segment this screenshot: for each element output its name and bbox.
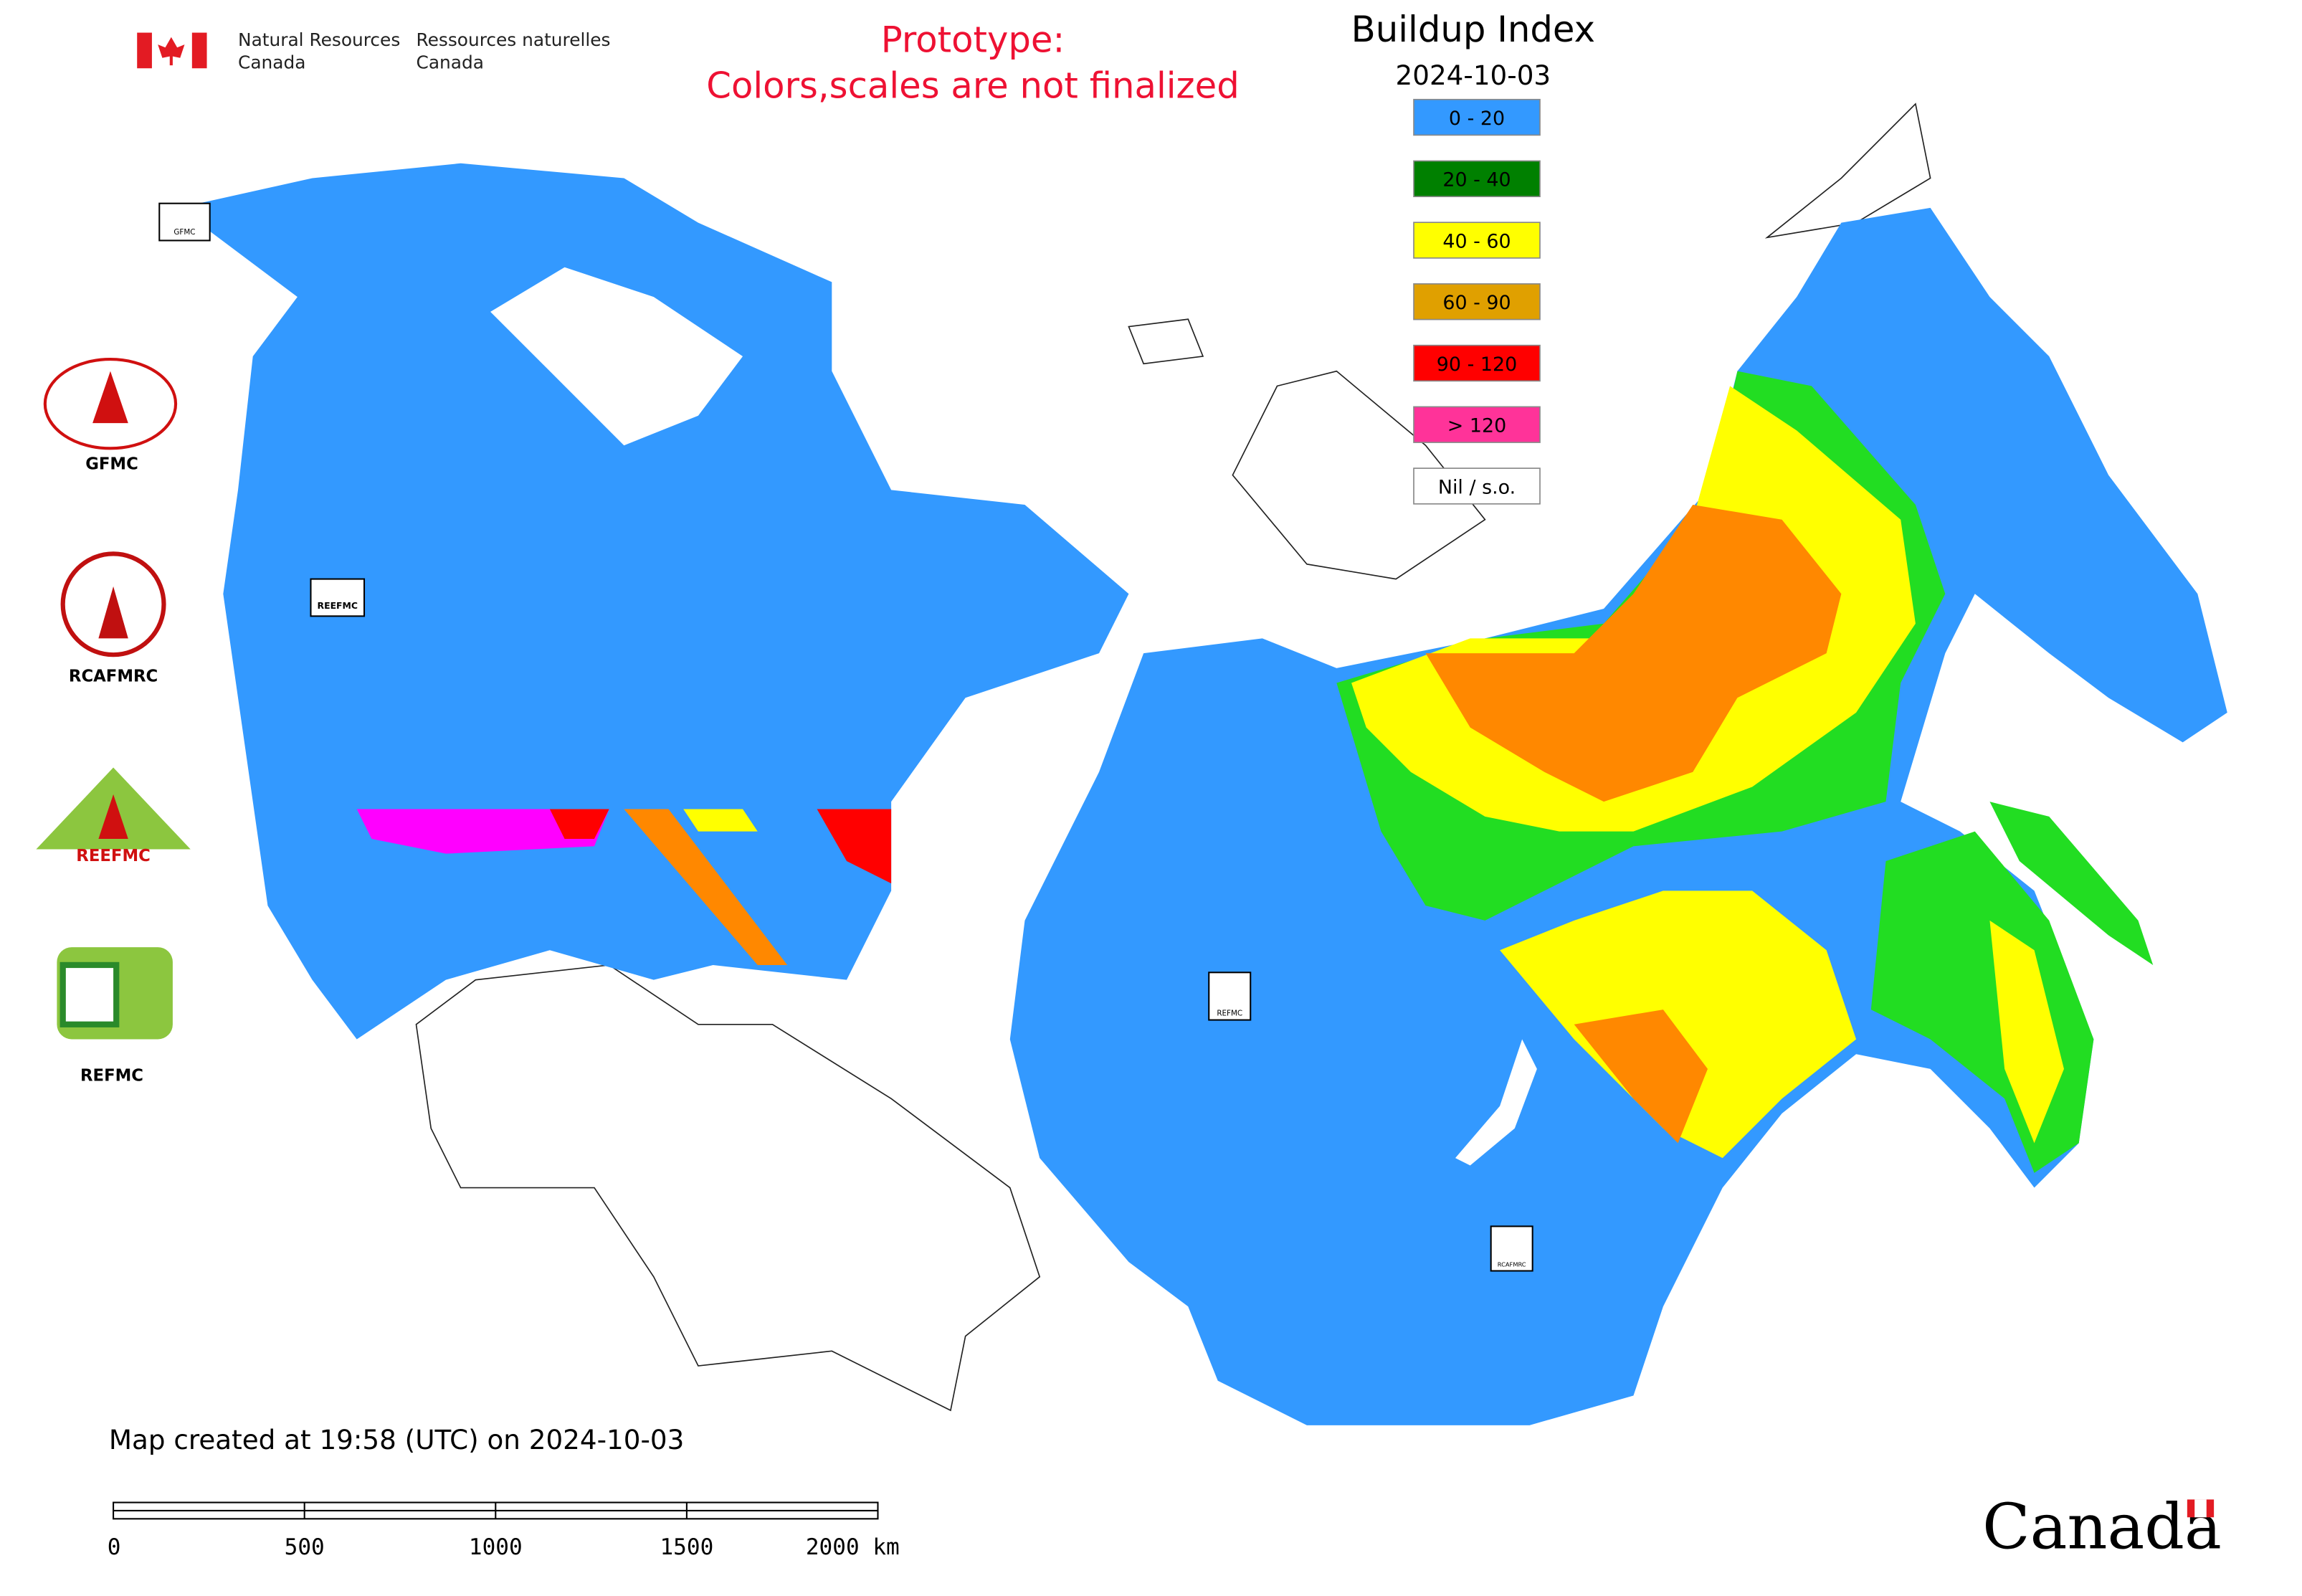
- agency-fr: Ressources naturelles: [417, 29, 611, 50]
- scale-bar: 0 500 1000 1500 2000 km: [108, 1501, 900, 1560]
- logo-flame: [98, 794, 128, 839]
- prototype-note: Prototype:: [881, 19, 1065, 60]
- scale-bar-label: 0: [108, 1534, 121, 1560]
- map-band: [624, 809, 788, 965]
- flag-bar: [191, 32, 207, 69]
- map-logo-label: RCAFMRC: [1498, 1260, 1526, 1268]
- map-region-orange: [1574, 1010, 1708, 1144]
- prototype-note: Colors,scales are not finalized: [706, 65, 1239, 107]
- logo-flame: [98, 586, 128, 639]
- logo-label: REEFMC: [76, 847, 151, 865]
- legend-label: > 120: [1447, 415, 1506, 437]
- map-region-green: [1989, 802, 2154, 965]
- map-region-orange: [1425, 505, 1842, 802]
- legend-label: Nil / s.o.: [1438, 476, 1516, 498]
- legend-swatch: [1413, 160, 1541, 197]
- logo-label: REFMC: [80, 1066, 143, 1085]
- legend-swatch: [1413, 467, 1541, 505]
- map-region-yellow: [1989, 920, 2064, 1144]
- wordmark-flag: [2194, 1499, 2207, 1518]
- agency-en: Canada: [238, 52, 305, 72]
- legend-swatch: [1413, 222, 1541, 259]
- map-band: [817, 809, 892, 884]
- map-lake: [1455, 1039, 1537, 1166]
- legend-swatch: [1413, 344, 1541, 382]
- wordmark: Canada: [1982, 1491, 2222, 1564]
- map-region-yellow: [1500, 890, 1857, 1159]
- map-region-white: [490, 267, 743, 446]
- logo-gfmc: [43, 358, 178, 450]
- map-logo: [310, 578, 366, 617]
- agency-fr: Canada: [417, 52, 484, 72]
- logo-flame: [92, 371, 128, 424]
- map-logo: [1490, 1225, 1533, 1272]
- scale-bar-label: 500: [285, 1534, 325, 1560]
- scale-bar-label: 1500: [660, 1534, 713, 1560]
- map-logo-label: GFMC: [173, 228, 195, 237]
- map-band: [356, 809, 609, 854]
- legend-label: 0 - 20: [1449, 108, 1505, 130]
- agency-en: Natural Resources: [238, 29, 400, 50]
- map-logo-label: REFMC: [1217, 1009, 1242, 1017]
- map-logo: [1208, 972, 1252, 1021]
- flag-bar: [137, 32, 152, 69]
- logo-label: GFMC: [85, 455, 138, 473]
- map-logo-label: REEFMC: [318, 600, 358, 611]
- land-outline: [415, 964, 1041, 1412]
- legend-title: Buildup Index: [1351, 9, 1595, 50]
- map-logo: [158, 202, 211, 242]
- legend-swatch: [1413, 406, 1541, 443]
- legend-label: 20 - 40: [1442, 169, 1511, 191]
- legend-swatch: [1413, 283, 1541, 320]
- legend-label: 90 - 120: [1437, 353, 1517, 376]
- created-note: Map created at 19:58 (UTC) on 2024-10-03: [109, 1424, 684, 1455]
- map-band: [683, 809, 758, 832]
- scale-bar-label: 2000 km: [806, 1534, 900, 1560]
- logo-refmc-inner: [60, 961, 120, 1027]
- legend-label: 60 - 90: [1442, 292, 1511, 314]
- legend-date: 2024-10-03: [1396, 60, 1551, 91]
- flag-leaf: [158, 37, 185, 66]
- map-band: [549, 809, 609, 839]
- legend: 0 - 20 20 - 40 40 - 60 60 - 90 90 - 120 > 120…: [1413, 98, 1541, 505]
- legend-label: 40 - 60: [1442, 230, 1511, 252]
- legend-swatch: [1413, 98, 1541, 136]
- scale-bar-label: 1000: [469, 1534, 523, 1560]
- logo-label: RCAFMRC: [69, 667, 158, 685]
- logo-column: [36, 358, 191, 1040]
